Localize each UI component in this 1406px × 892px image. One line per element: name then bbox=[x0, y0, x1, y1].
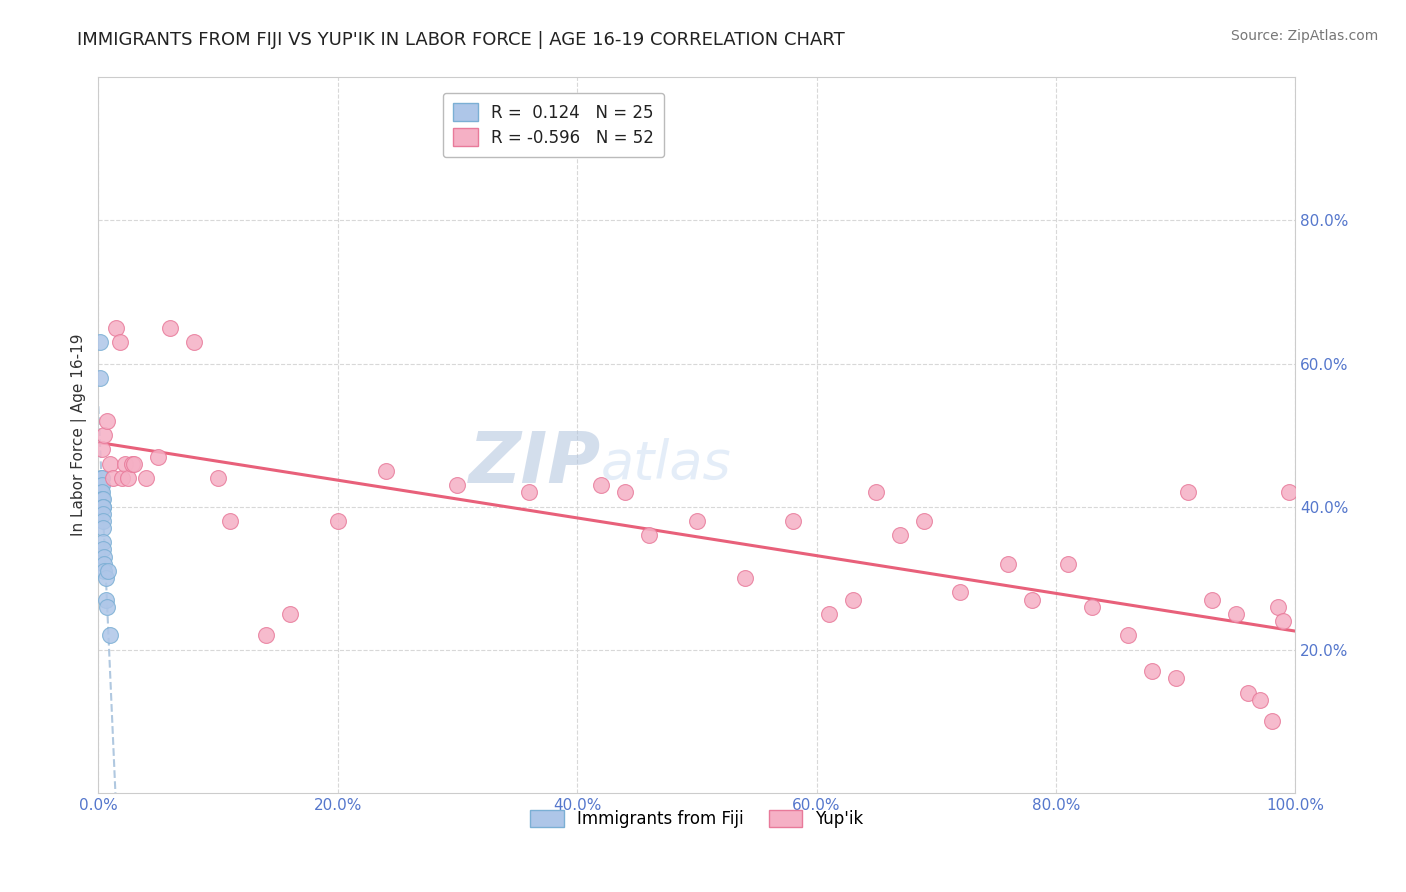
Point bbox=[374, 464, 396, 478]
Point bbox=[1236, 685, 1258, 699]
Point bbox=[94, 592, 117, 607]
Point bbox=[1201, 592, 1223, 607]
Point bbox=[686, 514, 709, 528]
Point bbox=[105, 320, 128, 334]
Point bbox=[91, 500, 114, 514]
Point bbox=[91, 507, 114, 521]
Text: Source: ZipAtlas.com: Source: ZipAtlas.com bbox=[1230, 29, 1378, 43]
Point bbox=[101, 471, 124, 485]
Point bbox=[1140, 664, 1163, 678]
Point bbox=[254, 628, 277, 642]
Point bbox=[90, 471, 112, 485]
Point bbox=[159, 320, 181, 334]
Point bbox=[207, 471, 229, 485]
Point bbox=[89, 371, 111, 385]
Point bbox=[1081, 599, 1104, 614]
Point bbox=[1267, 599, 1289, 614]
Point bbox=[1272, 614, 1295, 628]
Point bbox=[91, 442, 114, 457]
Point bbox=[98, 457, 121, 471]
Point bbox=[114, 457, 136, 471]
Text: IMMIGRANTS FROM FIJI VS YUP'IK IN LABOR FORCE | AGE 16-19 CORRELATION CHART: IMMIGRANTS FROM FIJI VS YUP'IK IN LABOR … bbox=[77, 31, 845, 49]
Y-axis label: In Labor Force | Age 16-19: In Labor Force | Age 16-19 bbox=[72, 334, 87, 536]
Point bbox=[91, 478, 114, 492]
Point bbox=[326, 514, 349, 528]
Point bbox=[94, 571, 117, 585]
Point bbox=[782, 514, 804, 528]
Point bbox=[1278, 485, 1301, 500]
Point bbox=[91, 542, 114, 557]
Text: atlas: atlas bbox=[602, 438, 733, 490]
Point bbox=[1260, 714, 1282, 728]
Point bbox=[1116, 628, 1139, 642]
Text: ZIP: ZIP bbox=[468, 429, 602, 498]
Point bbox=[734, 571, 756, 585]
Point bbox=[638, 528, 661, 542]
Point bbox=[93, 549, 115, 564]
Point bbox=[91, 492, 114, 507]
Point bbox=[219, 514, 242, 528]
Point bbox=[1021, 592, 1043, 607]
Point bbox=[91, 514, 114, 528]
Point bbox=[148, 450, 170, 464]
Point bbox=[96, 599, 118, 614]
Point bbox=[93, 564, 115, 578]
Point bbox=[278, 607, 301, 621]
Point bbox=[517, 485, 540, 500]
Point bbox=[91, 535, 114, 549]
Point bbox=[889, 528, 911, 542]
Point bbox=[446, 478, 468, 492]
Point bbox=[135, 471, 157, 485]
Point bbox=[91, 500, 114, 514]
Point bbox=[591, 478, 613, 492]
Point bbox=[1164, 671, 1187, 685]
Point bbox=[1177, 485, 1199, 500]
Point bbox=[949, 585, 972, 599]
Point bbox=[1225, 607, 1247, 621]
Point bbox=[93, 557, 115, 571]
Point bbox=[89, 334, 111, 349]
Point bbox=[91, 485, 114, 500]
Point bbox=[614, 485, 637, 500]
Point bbox=[111, 471, 134, 485]
Point bbox=[1249, 692, 1271, 706]
Point bbox=[912, 514, 935, 528]
Point bbox=[841, 592, 863, 607]
Point bbox=[96, 414, 118, 428]
Point bbox=[108, 334, 131, 349]
Point bbox=[117, 471, 139, 485]
Point bbox=[97, 564, 120, 578]
Point bbox=[98, 628, 121, 642]
Point bbox=[183, 334, 205, 349]
Point bbox=[90, 478, 112, 492]
Point bbox=[91, 492, 114, 507]
Point bbox=[91, 521, 114, 535]
Legend: Immigrants from Fiji, Yup'ik: Immigrants from Fiji, Yup'ik bbox=[523, 803, 870, 834]
Point bbox=[90, 485, 112, 500]
Point bbox=[1057, 557, 1080, 571]
Point bbox=[121, 457, 143, 471]
Point bbox=[122, 457, 145, 471]
Point bbox=[865, 485, 887, 500]
Point bbox=[93, 428, 115, 442]
Point bbox=[817, 607, 839, 621]
Point bbox=[997, 557, 1019, 571]
Point bbox=[91, 471, 114, 485]
